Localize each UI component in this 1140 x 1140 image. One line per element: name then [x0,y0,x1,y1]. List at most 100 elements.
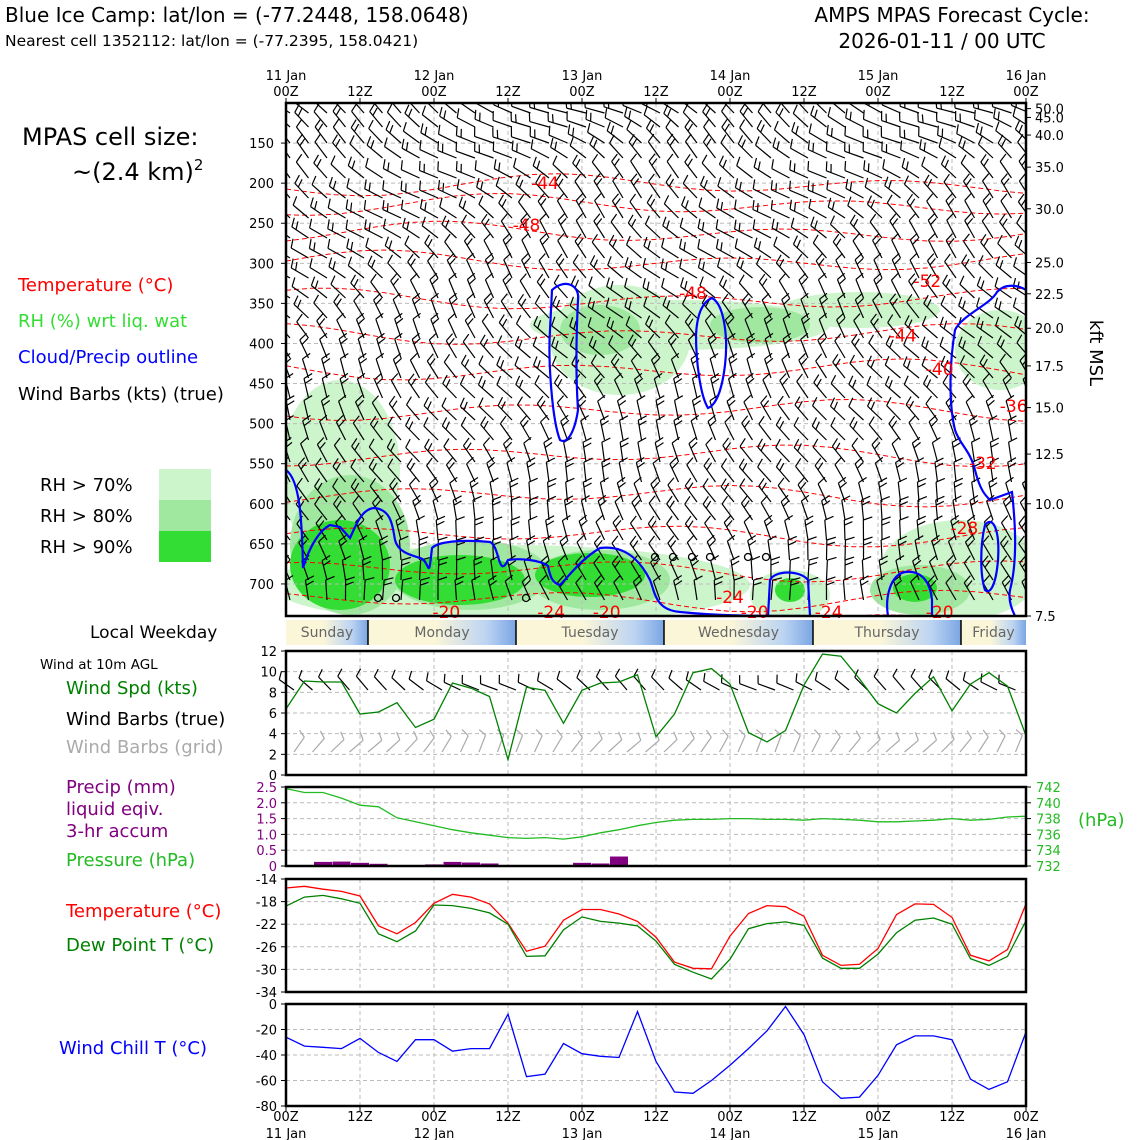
barb-flag [800,292,809,300]
barb-shaft [690,420,698,441]
barb-shaft [982,542,994,561]
barb-flag [339,372,349,380]
barb-shaft [841,500,846,521]
barb-flag [905,161,909,171]
barb-shaft [789,169,809,179]
barb-shaft [500,220,513,239]
barb-flag [637,437,647,443]
barb-flag [321,554,331,562]
barb-shaft [462,682,480,691]
wind-barb [964,213,976,239]
wind-barb [995,121,1012,144]
barb-shaft [1016,342,1026,359]
wind-barb [404,104,420,128]
barb-flag [483,293,492,301]
wind-barb [959,275,975,299]
wind-barb [576,534,587,561]
barb-shaft [577,401,587,421]
wind-barb [690,414,700,441]
barb-shaft [309,247,328,259]
barb-flag [964,213,972,221]
barb-flag [845,179,849,189]
wind-barb [790,217,809,239]
barb-shaft [964,200,976,219]
barb-shaft [845,187,864,199]
barb-shaft [800,500,809,521]
wind-barb [946,555,957,581]
barb-shaft [316,444,328,463]
barb-shaft [411,339,421,359]
barb-flag [931,534,940,542]
precip-circle [373,593,383,603]
wind-barb [979,354,994,379]
wind-barb [533,315,550,339]
barb-flag [921,336,926,346]
bottom-time-label: 00Z [569,1110,595,1125]
barb-flag [681,196,686,206]
barb-flag [756,119,763,129]
barb-shaft [906,201,920,219]
barb-flag [629,535,637,544]
barb-shaft [456,169,476,179]
barb-flag [773,120,779,131]
wind-barb [943,173,957,199]
barb-shaft [540,561,550,581]
wind-barb [546,495,557,521]
barb-flag [295,153,303,163]
barb-shaft [610,221,624,239]
barb-shaft [862,135,883,144]
y-tick-label: 2.5 [256,781,277,796]
barb-shaft [460,425,476,441]
barb-shaft [981,220,994,239]
barb-flag [775,90,784,98]
wind-barb [442,374,457,399]
barb-flag [459,375,465,385]
wind-barb [681,295,698,319]
barb-flag [691,559,700,567]
barb-flag [723,482,730,491]
barb-flag [954,482,963,488]
precip-bar [443,861,462,866]
barb-flag [589,255,596,265]
barb-flag [755,255,762,265]
wind-barb [371,395,384,421]
barb-shaft [876,580,883,601]
barb-flag [616,476,626,484]
barb-flag [788,540,797,546]
barb-flag [834,333,842,342]
barb-shaft [534,302,550,319]
barb-shaft [385,129,402,144]
barb-shaft [616,400,624,421]
barb-flag [300,462,307,470]
barb-shaft [603,106,624,114]
barb-flag [317,123,324,132]
barb-shaft [548,120,568,128]
barb-shaft [481,321,494,339]
barb-flag [790,582,800,586]
barb-shaft [1018,160,1026,179]
barb-shaft [519,280,532,299]
barb-flag [1001,575,1010,583]
barb-shaft [1008,442,1013,463]
barb-flag [927,178,933,188]
barb-shaft [973,107,994,114]
barb-flag [997,134,1004,144]
barb-flag [630,153,637,162]
barb-shaft [955,119,975,128]
top-day-label: 14 Jan [710,69,751,84]
barb-flag [702,133,710,143]
weekday-cell [286,620,368,645]
barb-shaft [976,325,994,339]
pressure-tick-label: 300 [249,257,274,272]
barb-shaft [517,404,531,421]
wind-barb [439,197,457,219]
wind-barb [763,514,773,541]
barb-shaft [555,261,568,279]
barb-flag [462,200,467,209]
barb-flag [577,394,585,403]
barb-flag [888,180,892,189]
barb-shaft [997,142,1012,159]
barb-flag [835,238,842,247]
wind-barb [812,234,827,259]
precip-bar [462,862,480,866]
